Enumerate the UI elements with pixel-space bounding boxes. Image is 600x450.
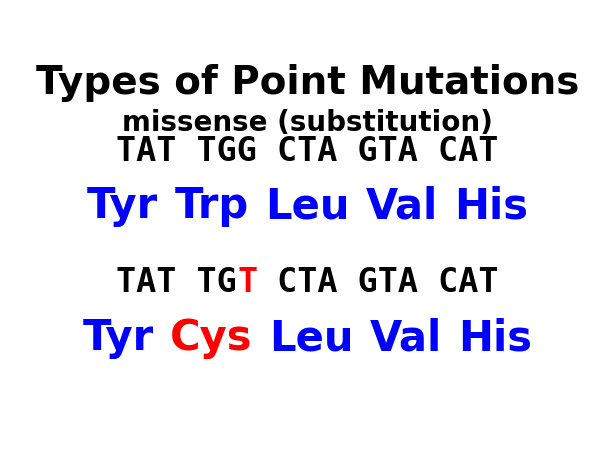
Text: TAT TG: TAT TG bbox=[116, 266, 237, 299]
Text: His: His bbox=[458, 317, 532, 359]
Text: Cys: Cys bbox=[170, 317, 253, 359]
Text: Val: Val bbox=[370, 317, 442, 359]
Text: Tyr: Tyr bbox=[87, 185, 158, 227]
Text: Types of Point Mutations: Types of Point Mutations bbox=[36, 64, 579, 103]
Text: T: T bbox=[237, 266, 257, 299]
Text: TAT TGG CTA GTA CAT: TAT TGG CTA GTA CAT bbox=[116, 135, 499, 167]
Text: His: His bbox=[454, 185, 528, 227]
Text: missense (substitution): missense (substitution) bbox=[122, 109, 493, 137]
Text: CTA GTA CAT: CTA GTA CAT bbox=[257, 266, 499, 299]
Text: Tyr: Tyr bbox=[83, 317, 154, 359]
Text: Val: Val bbox=[365, 185, 438, 227]
Text: Leu: Leu bbox=[269, 317, 353, 359]
Text: Trp: Trp bbox=[174, 185, 248, 227]
Text: Leu: Leu bbox=[265, 185, 349, 227]
